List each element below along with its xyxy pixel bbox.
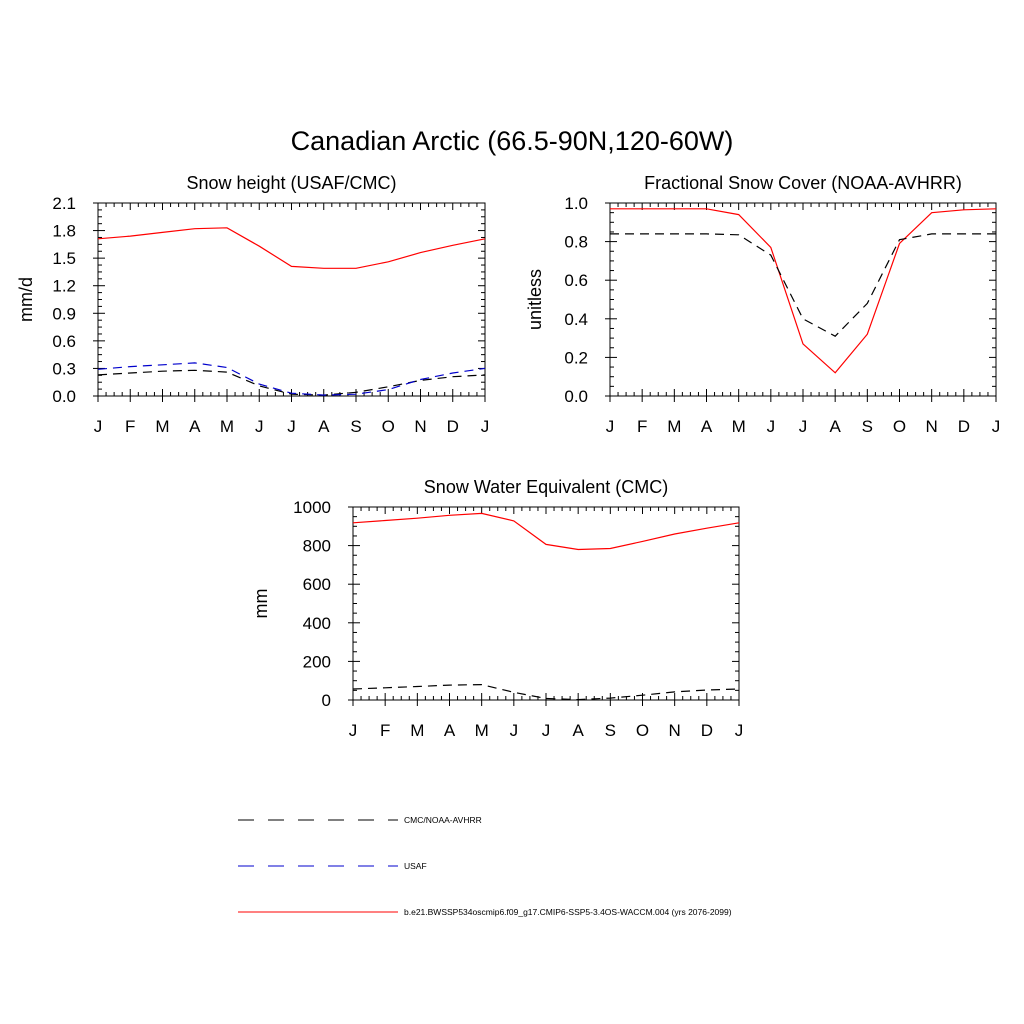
series-line-cmc xyxy=(610,233,996,337)
x-tick-label: A xyxy=(189,417,201,436)
series-line-cmc xyxy=(97,369,486,396)
series-line-model xyxy=(352,512,740,551)
series-line-model xyxy=(97,227,486,269)
x-tick-label: D xyxy=(447,417,459,436)
y-tick-label: 0.6 xyxy=(52,332,76,351)
y-tick-label: 1.2 xyxy=(52,277,76,296)
y-axis-label: mm xyxy=(251,589,271,619)
x-tick-label: M xyxy=(220,417,234,436)
x-tick-label: J xyxy=(606,417,615,436)
x-tick-label: O xyxy=(893,417,906,436)
x-tick-label: J xyxy=(349,721,358,740)
x-tick-label: J xyxy=(255,417,264,436)
legend-label: USAF xyxy=(404,861,427,871)
y-tick-label: 1.8 xyxy=(52,222,76,241)
x-tick-label: A xyxy=(701,417,713,436)
x-tick-label: F xyxy=(380,721,390,740)
x-tick-label: J xyxy=(287,417,296,436)
y-tick-label: 0.2 xyxy=(564,348,588,367)
y-tick-label: 2.1 xyxy=(52,194,76,213)
y-tick-label: 0.4 xyxy=(564,310,588,329)
y-tick-label: 0.3 xyxy=(52,359,76,378)
x-tick-label: D xyxy=(701,721,713,740)
y-tick-label: 0.0 xyxy=(52,387,76,406)
x-tick-label: M xyxy=(667,417,681,436)
x-tick-label: O xyxy=(382,417,395,436)
series-line-usaf xyxy=(97,362,486,396)
x-tick-label: O xyxy=(636,721,649,740)
series-line-cmc xyxy=(352,683,740,701)
x-tick-label: J xyxy=(992,417,1001,436)
plot-frame xyxy=(97,202,486,397)
x-tick-label: J xyxy=(767,417,776,436)
y-tick-label: 400 xyxy=(303,614,331,633)
y-tick-label: 1.5 xyxy=(52,249,76,268)
legend-label: CMC/NOAA-AVHRR xyxy=(404,815,482,825)
x-tick-label: S xyxy=(605,721,616,740)
legend: CMC/NOAA-AVHRR USAF b.e21.BWSSP534oscmip6.… xyxy=(238,815,732,917)
x-tick-label: N xyxy=(414,417,426,436)
x-tick-label: J xyxy=(799,417,808,436)
x-tick-label: A xyxy=(572,721,584,740)
y-tick-label: 0 xyxy=(322,691,331,710)
subplot-title: Snow Water Equivalent (CMC) xyxy=(424,477,668,497)
plot-frame xyxy=(609,202,997,397)
y-tick-label: 1000 xyxy=(293,498,331,517)
snow-cover-panel: Fractional Snow Cover (NOAA-AVHRR) unitle… xyxy=(525,173,1000,436)
x-tick-label: J xyxy=(542,721,551,740)
y-tick-label: 200 xyxy=(303,652,331,671)
x-tick-label: F xyxy=(125,417,135,436)
y-tick-label: 0.0 xyxy=(564,387,588,406)
x-tick-label: A xyxy=(444,721,456,740)
x-tick-label: M xyxy=(155,417,169,436)
y-tick-label: 0.6 xyxy=(564,271,588,290)
subplot-title: Snow height (USAF/CMC) xyxy=(186,173,396,193)
x-tick-label: M xyxy=(410,721,424,740)
x-tick-label: J xyxy=(94,417,103,436)
x-tick-label: S xyxy=(350,417,361,436)
y-tick-label: 600 xyxy=(303,575,331,594)
x-tick-label: J xyxy=(735,721,744,740)
x-tick-label: S xyxy=(862,417,873,436)
y-tick-label: 0.9 xyxy=(52,304,76,323)
subplot-title: Fractional Snow Cover (NOAA-AVHRR) xyxy=(644,173,962,193)
plot-frame xyxy=(352,506,740,701)
x-tick-label: D xyxy=(958,417,970,436)
x-tick-label: M xyxy=(732,417,746,436)
y-tick-label: 800 xyxy=(303,537,331,556)
x-tick-label: F xyxy=(637,417,647,436)
x-tick-label: J xyxy=(481,417,490,436)
figure-title: Canadian Arctic (66.5-90N,120-60W) xyxy=(291,126,734,156)
series-line-model xyxy=(610,208,997,374)
swe-panel: Snow Water Equivalent (CMC) mm 0 200 400 600 8… xyxy=(251,477,743,740)
snow-height-panel: Snow height (USAF/CMC) mm/d 0.0 0.3 0.6 0.9 1.… xyxy=(16,173,489,436)
legend-label: b.e21.BWSSP534oscmip6.f09_g17.CMIP6-SSP5… xyxy=(404,907,732,917)
x-tick-label: A xyxy=(318,417,330,436)
y-tick-label: 1.0 xyxy=(564,194,588,213)
x-tick-label: M xyxy=(475,721,489,740)
y-axis-label: unitless xyxy=(525,269,545,330)
x-tick-label: J xyxy=(510,721,519,740)
y-tick-label: 0.8 xyxy=(564,233,588,252)
x-tick-label: N xyxy=(926,417,938,436)
x-tick-label: N xyxy=(669,721,681,740)
y-axis-label: mm/d xyxy=(16,277,36,322)
x-tick-label: A xyxy=(829,417,841,436)
